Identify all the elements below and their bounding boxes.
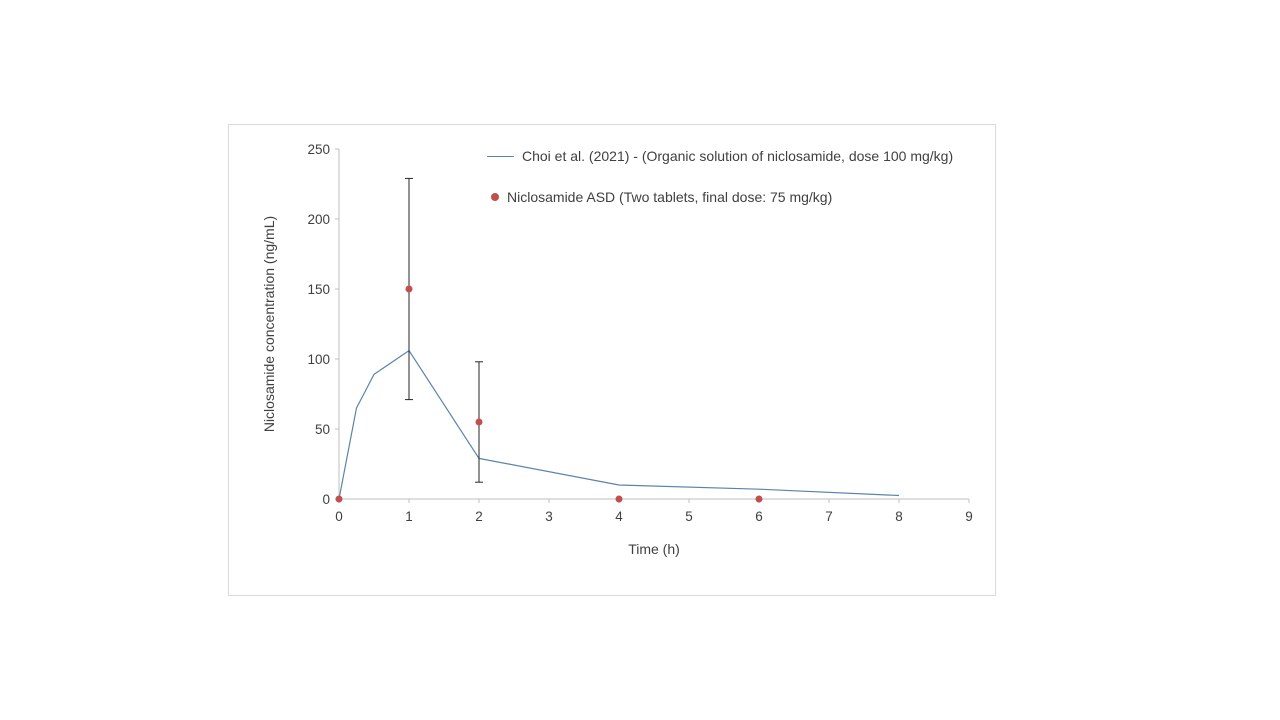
y-axis-title: Niclosamide concentration (ng/mL) [261, 215, 277, 433]
legend-label-line-series: Choi et al. (2021) - (Organic solution o… [522, 148, 954, 164]
scatter-series-marker-icon [491, 193, 499, 201]
x-tick-label: 0 [335, 509, 343, 524]
line-series-marker-icon [487, 155, 514, 157]
scatter-point [405, 285, 413, 293]
legend-label-scatter-series: Niclosamide ASD (Two tablets, final dose… [507, 189, 833, 205]
y-tick-label: 50 [315, 422, 330, 437]
scatter-point [755, 495, 763, 503]
line-series-path [338, 350, 900, 500]
x-axis-title: Time (h) [628, 541, 680, 557]
x-tick-label: 4 [615, 509, 623, 524]
y-tick-label: 200 [307, 212, 330, 227]
legend-item-line-series: Choi et al. (2021) - (Organic solution o… [487, 146, 953, 166]
x-tick-label: 7 [825, 509, 833, 524]
x-tick-label: 8 [895, 509, 903, 524]
x-tick-label: 2 [475, 509, 483, 524]
scatter-point [335, 495, 343, 503]
scatter-point [475, 418, 483, 426]
y-tick-label: 250 [307, 142, 330, 157]
legend-item-scatter-series: Niclosamide ASD (Two tablets, final dose… [491, 187, 832, 207]
y-tick-label: 100 [307, 352, 330, 367]
x-tick-label: 6 [755, 509, 763, 524]
y-tick-label: 150 [307, 282, 330, 297]
x-tick-label: 1 [405, 509, 413, 524]
x-tick-label: 3 [545, 509, 553, 524]
chart-panel: 0 1 2 3 4 5 6 7 8 9 0 50 100 150 200 250 Choi et al. (2… [228, 124, 996, 596]
x-tick-label: 9 [965, 509, 973, 524]
scatter-point [615, 495, 623, 503]
chart-plot: 0 1 2 3 4 5 6 7 8 9 0 50 100 150 200 250 [307, 142, 973, 524]
y-tick-label: 0 [322, 492, 330, 507]
x-tick-label: 5 [685, 509, 693, 524]
